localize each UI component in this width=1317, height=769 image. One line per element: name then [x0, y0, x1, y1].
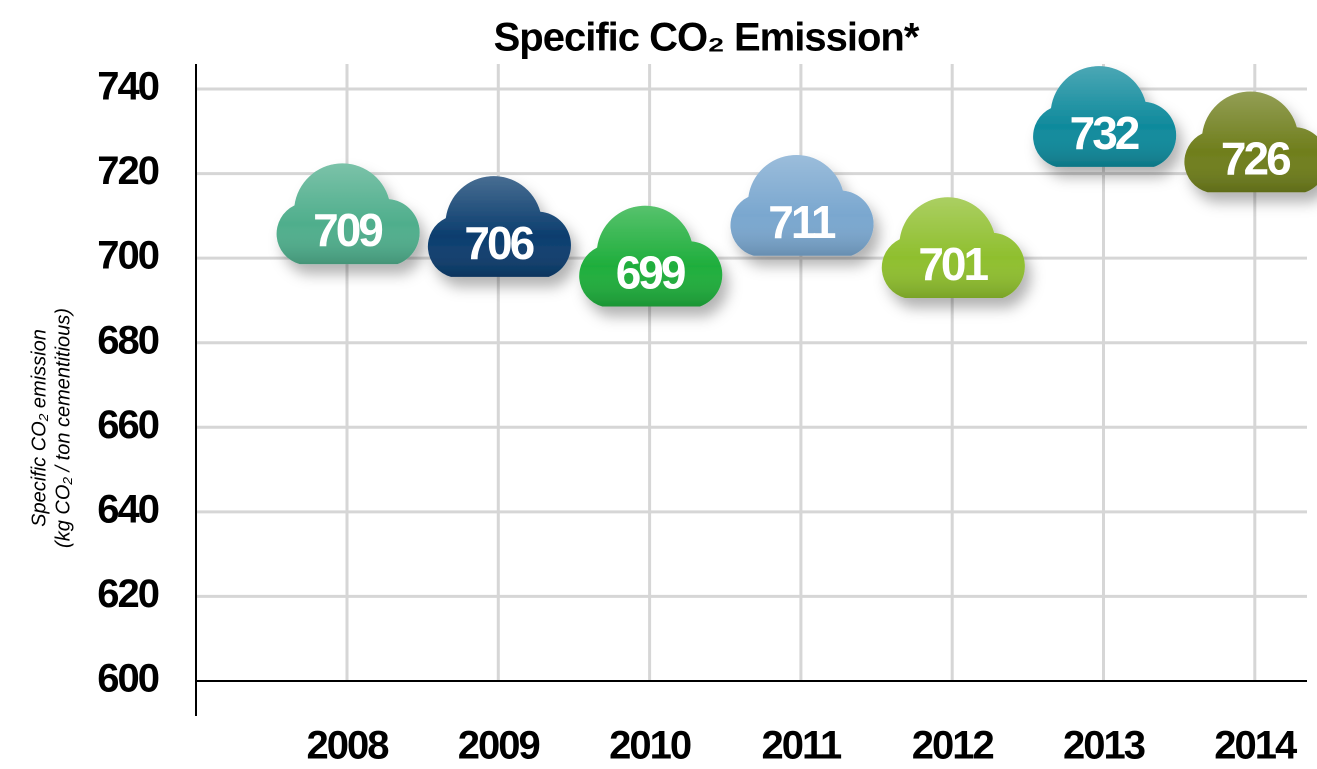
y-tick-label: 740	[97, 65, 158, 109]
cloud-highlight	[1033, 66, 1177, 167]
y-tick-label: 620	[97, 572, 158, 616]
y-tick-label: 660	[97, 403, 158, 447]
value-label: 732	[1070, 107, 1139, 159]
chart-title: Specific CO₂ Emission*	[494, 16, 920, 60]
y-tick-label: 720	[97, 149, 158, 193]
cloud-highlight	[276, 163, 420, 265]
value-label: 699	[616, 247, 685, 299]
y-tick-label: 600	[97, 657, 158, 701]
cloud	[730, 154, 874, 256]
cloud	[1033, 66, 1177, 167]
cloud	[881, 197, 1025, 299]
value-label: 709	[313, 204, 382, 256]
cloud-highlight	[427, 176, 571, 277]
x-tick-label: 2013	[1063, 724, 1145, 768]
cloud-highlight	[881, 197, 1025, 299]
x-tick-label: 2010	[609, 724, 691, 768]
value-label: 711	[768, 196, 836, 248]
cloud	[1184, 91, 1317, 193]
cloud	[276, 163, 420, 265]
y-axis-label: Specific CO₂ emission	[28, 329, 50, 527]
cloud	[427, 176, 571, 277]
x-tick-label: 2009	[458, 724, 540, 768]
cloud-highlight	[1184, 91, 1317, 193]
cloud-highlight	[579, 205, 723, 307]
x-tick-label: 2008	[307, 724, 390, 768]
y-axis-label: (kg CO₂ / ton cementitious)	[52, 308, 74, 548]
y-tick-label: 700	[97, 234, 158, 278]
value-label: 706	[464, 217, 533, 269]
x-tick-label: 2012	[912, 724, 994, 768]
value-label: 726	[1221, 132, 1290, 184]
cloud-highlight	[730, 154, 874, 256]
value-label: 701	[918, 238, 988, 290]
x-tick-label: 2014	[1214, 724, 1298, 768]
y-tick-label: 680	[97, 318, 158, 362]
x-tick-label: 2011	[762, 724, 843, 768]
cloud	[579, 205, 723, 307]
y-tick-label: 640	[97, 487, 158, 531]
